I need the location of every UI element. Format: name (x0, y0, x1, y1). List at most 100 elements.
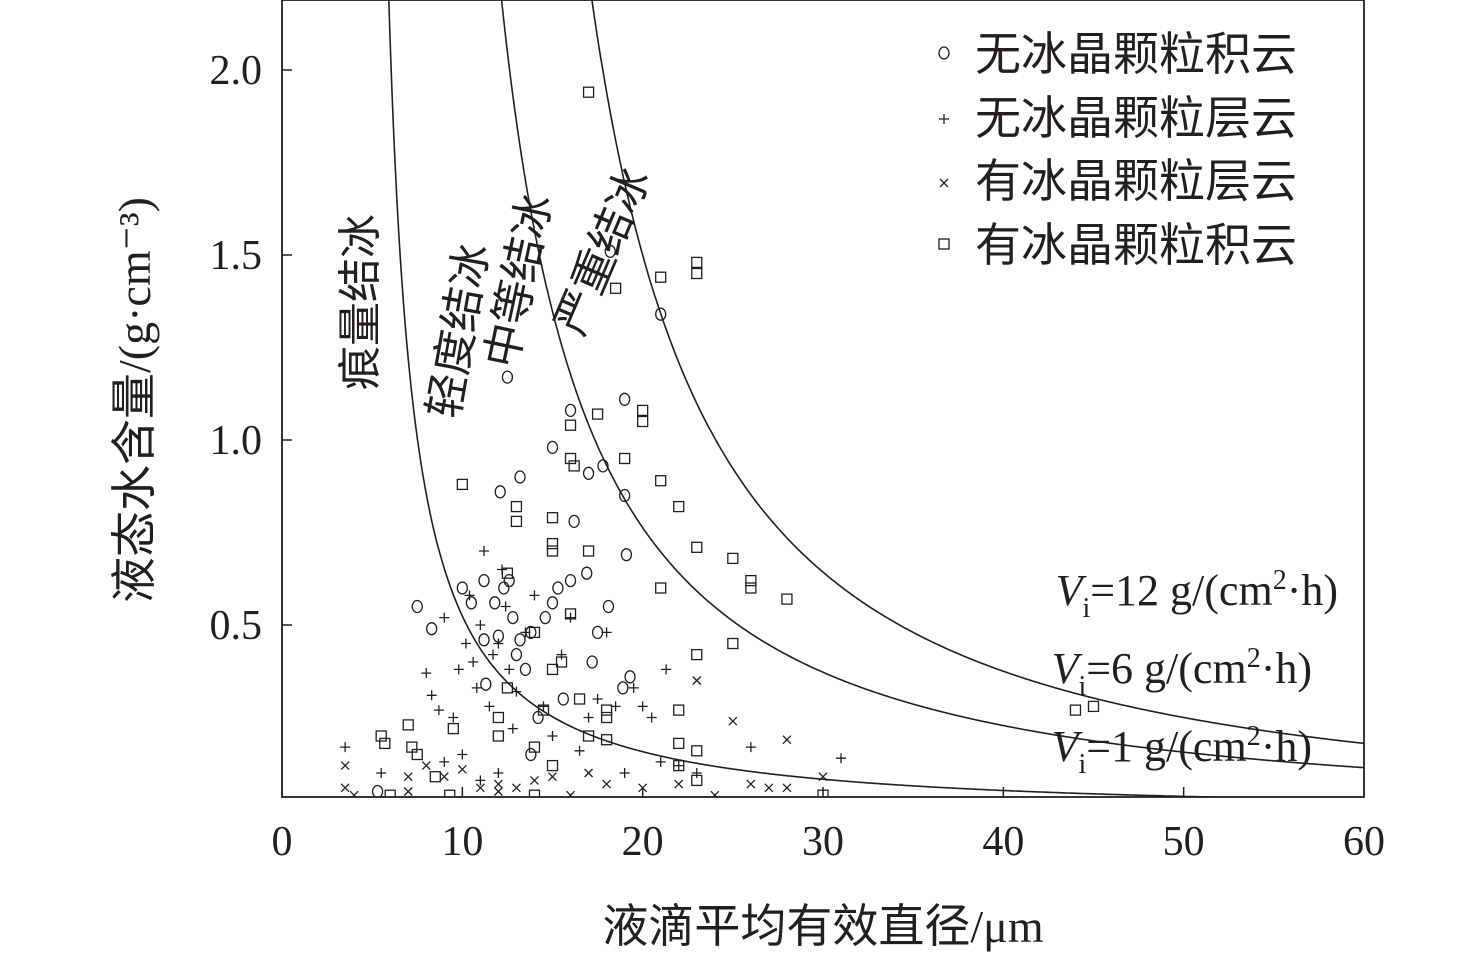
point-plus (448, 712, 459, 723)
point-circle (597, 459, 609, 473)
point-square (609, 282, 622, 294)
point-plus (475, 620, 486, 630)
point-x (710, 790, 720, 797)
legend-item-stratus-ice: 有冰晶颗粒层云 (939, 156, 1297, 207)
point-plus (661, 664, 672, 675)
point-circle (564, 403, 577, 418)
square-marker-icon (938, 238, 950, 250)
point-square (655, 475, 667, 487)
zone-label-severe: 严重结冰 (546, 161, 660, 342)
plus-marker-icon (939, 114, 949, 124)
point-plus (646, 712, 657, 723)
point-square (546, 537, 559, 550)
point-square (501, 567, 514, 579)
point-square (655, 582, 667, 594)
point-square (600, 704, 613, 716)
point-square (727, 637, 739, 650)
point-plus (460, 638, 471, 649)
point-plus (691, 768, 702, 778)
point-x (638, 783, 648, 793)
point-circle (581, 566, 593, 580)
point-x (511, 783, 521, 793)
point-square (817, 789, 829, 797)
point-square (582, 86, 595, 98)
point-x (475, 783, 485, 793)
point-circle (582, 466, 595, 480)
point-square (411, 748, 423, 761)
point-square (528, 626, 541, 639)
point-circle (586, 655, 598, 669)
point-x (548, 772, 557, 782)
point-plus (507, 723, 518, 734)
point-square (528, 789, 541, 797)
point-x (818, 772, 828, 782)
point-square (1069, 704, 1082, 716)
point-circle (655, 307, 667, 321)
point-circle (618, 488, 631, 503)
point-plus (439, 756, 450, 767)
point-square (429, 771, 441, 783)
point-circle (503, 573, 515, 588)
point-square (1087, 700, 1100, 713)
y-tick-label: 0.5 (210, 603, 263, 649)
point-x (584, 768, 594, 778)
point-plus (493, 768, 504, 778)
x-tick-label: 0 (272, 819, 293, 865)
point-plus (529, 590, 540, 601)
point-square (510, 515, 523, 528)
point-square (673, 759, 685, 772)
point-square (402, 719, 414, 731)
point-plus (574, 745, 585, 756)
point-circle (602, 599, 615, 614)
point-square (384, 789, 396, 797)
point-plus (745, 742, 756, 753)
point-plus (673, 760, 684, 771)
point-square (691, 774, 703, 787)
point-square (573, 693, 586, 705)
point-plus (439, 612, 450, 623)
point-square (727, 552, 739, 565)
point-x (746, 779, 756, 789)
y-tick-label: 2.0 (210, 48, 263, 94)
point-circle (456, 581, 468, 595)
point-square (600, 711, 613, 724)
point-circle (525, 747, 537, 762)
point-plus (340, 742, 351, 753)
point-square (568, 460, 580, 472)
legend-label: 有冰晶颗粒层云 (975, 156, 1297, 207)
point-square (691, 541, 703, 553)
point-circle (617, 681, 629, 695)
point-x (530, 775, 539, 785)
point-circle (501, 370, 514, 384)
point-square (637, 415, 649, 428)
point-square (564, 452, 577, 465)
point-circle (371, 784, 384, 797)
point-circle (564, 573, 577, 588)
point-square (501, 682, 514, 694)
point-square (546, 663, 559, 676)
point-square (745, 582, 757, 594)
point-square (492, 730, 505, 742)
point-plus (468, 657, 479, 667)
x-tick-label: 20 (622, 819, 664, 865)
icing-curve-2 (388, 0, 1249, 797)
point-x (421, 761, 431, 771)
x-axis-title: 液滴平均有效直径/μm (602, 901, 1043, 952)
curve-label-6: Vi=6 g/(cm2·h) (1052, 643, 1312, 702)
point-circle (426, 622, 438, 636)
point-square (673, 500, 685, 513)
point-plus (610, 701, 621, 712)
point-x (457, 764, 467, 774)
point-square (379, 737, 391, 750)
point-square (444, 789, 456, 797)
point-square (582, 545, 595, 557)
point-plus (421, 668, 432, 679)
point-circle (591, 625, 604, 640)
point-plus (464, 590, 475, 601)
point-circle (507, 610, 519, 625)
point-plus (592, 694, 603, 704)
point-square (655, 271, 667, 283)
point-plus (457, 749, 468, 760)
point-x (782, 783, 792, 793)
point-x (439, 772, 449, 782)
